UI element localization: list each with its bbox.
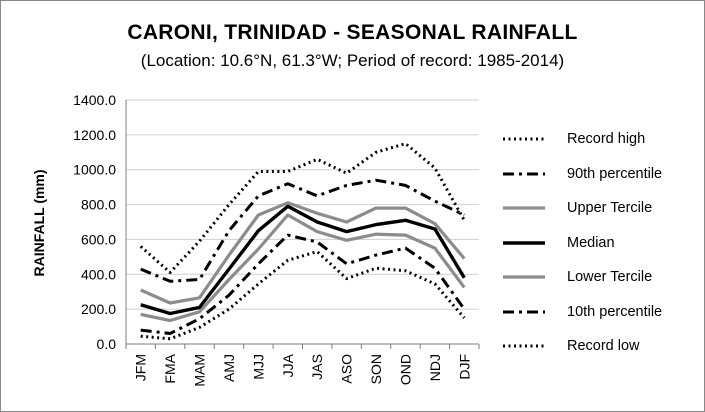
x-tick-label: FMA (162, 353, 178, 383)
y-tick-label: 0.0 (97, 336, 117, 352)
legend-swatch (503, 172, 545, 175)
legend-item: 10th percentile (501, 302, 662, 322)
y-tick-label: 800.0 (81, 197, 116, 213)
x-tick-label: MAM (192, 354, 208, 387)
legend-label: Record high (567, 131, 646, 147)
series-line-lower-tercile (140, 213, 466, 323)
y-tick-label: 400.0 (81, 266, 116, 282)
x-tick-label: ASO (339, 354, 355, 384)
grid-lines (126, 99, 479, 310)
legend-item: Upper Tercile (501, 198, 652, 218)
y-axis-label: RAINFALL (mm) (31, 169, 47, 276)
legend-label: Record low (567, 338, 640, 354)
legend-label: Median (567, 234, 615, 251)
legend-item: Record low (501, 336, 640, 356)
legend-label: 10th percentile (567, 303, 663, 320)
x-tick-label: AMJ (221, 354, 237, 382)
legend-item: Record high (501, 129, 645, 149)
chart-subtitle: (Location: 10.6°N, 61.3°W; Period of rec… (140, 51, 565, 70)
x-tick-label: SON (368, 354, 384, 384)
legend-item: Median (501, 233, 615, 253)
y-tick-labels: 0.0 200.0 400.0 600.0 800.0 1000.0 1200.0 1400.… (73, 92, 116, 352)
x-tick-label: MJJ (250, 354, 266, 380)
series-line-10th-percentile (140, 233, 466, 335)
x-tick-label: JFM (133, 354, 149, 381)
legend-label: Lower Tercile (567, 269, 653, 285)
legend-swatch (503, 344, 545, 348)
legend-label: 90th percentile (567, 165, 663, 182)
axes (125, 100, 480, 349)
x-tick-label: DJF (456, 354, 472, 380)
x-tick-label: NDJ (427, 354, 443, 381)
x-tick-label: OND (397, 354, 413, 385)
chart-title: CARONI, TRINIDAD - SEASONAL RAINFALL (127, 21, 578, 44)
y-tick-label: 1400.0 (73, 92, 116, 108)
y-tick-label: 600.0 (81, 231, 116, 247)
y-tick-label: 200.0 (81, 301, 116, 317)
legend-item: 90th percentile (501, 164, 662, 184)
legend-swatch (503, 310, 545, 313)
y-tick-label: 1200.0 (73, 127, 116, 143)
x-tick-labels: JFM FMA MAM AMJ MJJ JJA JAS ASO SON OND NDJ DJF (133, 353, 473, 386)
series-lines (139, 142, 466, 341)
y-tick-label: 1000.0 (73, 162, 116, 178)
legend-swatch (503, 206, 545, 210)
series-line-record-low (140, 250, 466, 341)
x-tick-label: JJA (280, 353, 296, 377)
legend-item: Lower Tercile (501, 267, 652, 287)
legend-swatch (503, 240, 545, 245)
x-tick-label: JAS (309, 354, 325, 380)
legend-swatch (503, 275, 545, 279)
legend-label: Upper Tercile (567, 200, 653, 216)
series-line-90th-percentile (140, 178, 465, 283)
series-line-upper-tercile (140, 201, 466, 305)
series-line-median (140, 204, 466, 316)
legend-swatch (503, 137, 545, 141)
